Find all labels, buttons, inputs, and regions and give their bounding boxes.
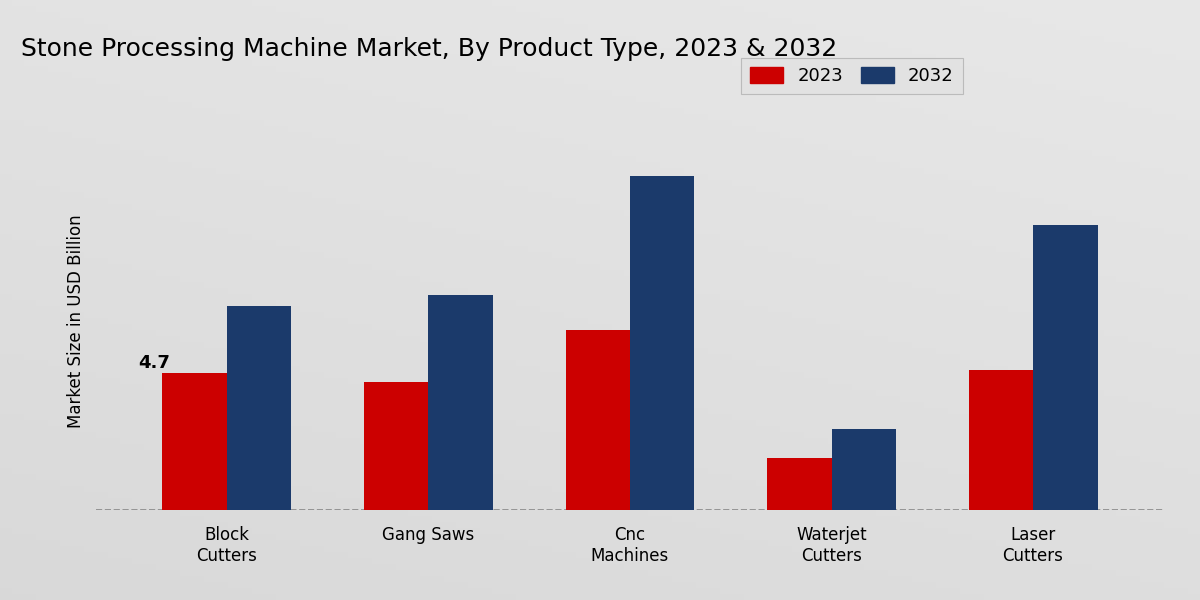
Bar (832, 428, 896, 510)
Text: 4.7: 4.7 (138, 354, 170, 372)
Y-axis label: Market Size in USD Billion: Market Size in USD Billion (67, 214, 85, 428)
Bar (968, 370, 1033, 510)
Bar (630, 176, 695, 510)
Text: Stone Processing Machine Market, By Product Type, 2023 & 2032: Stone Processing Machine Market, By Prod… (22, 37, 838, 61)
Bar (1033, 225, 1098, 510)
Bar (162, 373, 227, 510)
Bar (565, 330, 630, 510)
Bar (227, 307, 292, 510)
Legend: 2023, 2032: 2023, 2032 (742, 58, 962, 94)
Bar (428, 295, 493, 510)
Bar (767, 458, 832, 510)
Bar (364, 382, 428, 510)
